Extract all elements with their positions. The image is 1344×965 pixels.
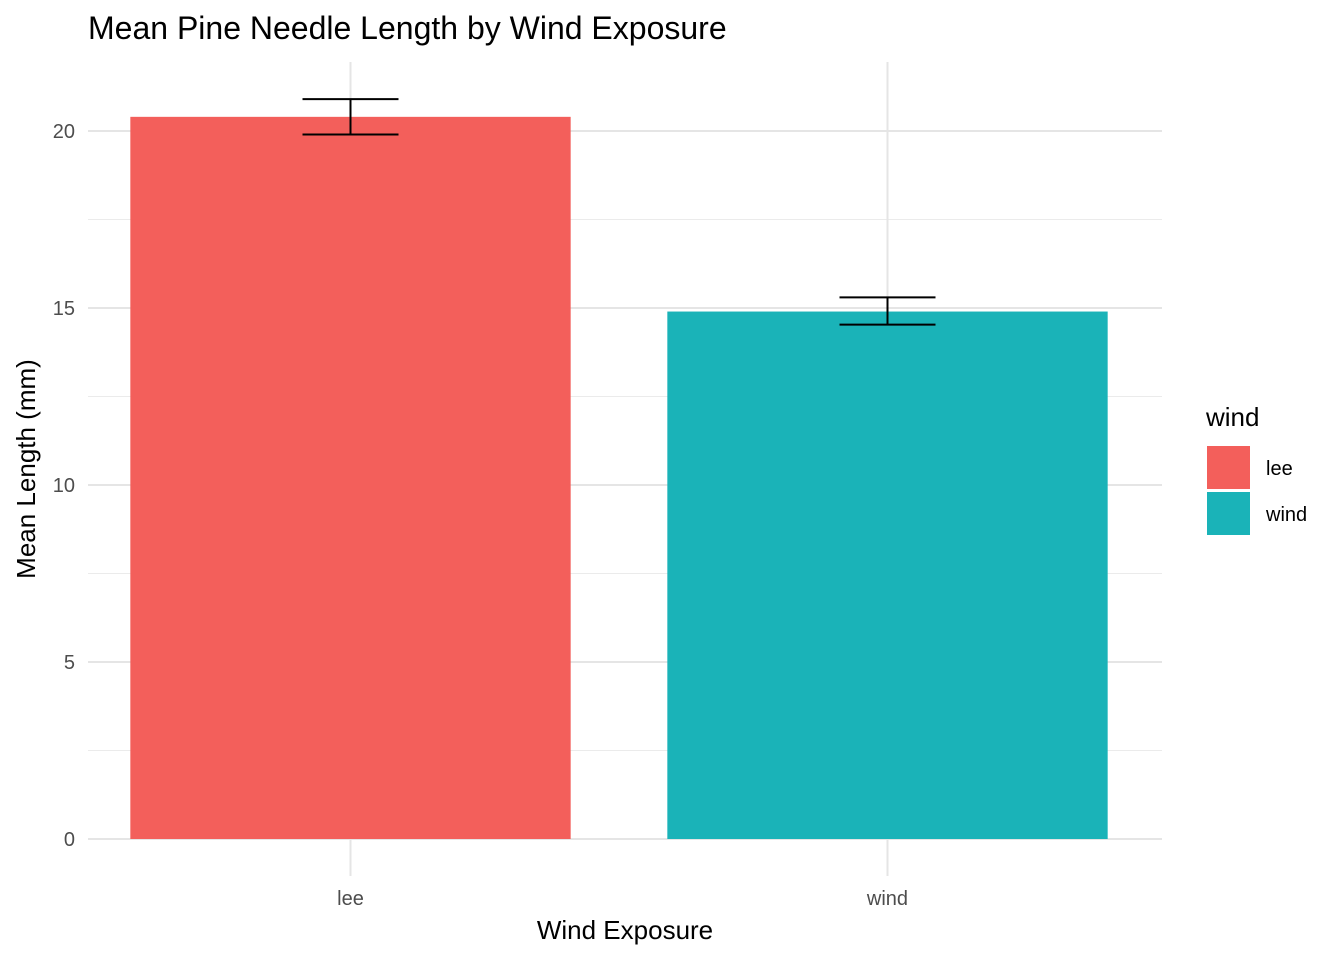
y-tick-label: 20 (53, 121, 75, 143)
y-tick-label: 10 (53, 475, 75, 497)
legend-items: lee wind (1207, 446, 1307, 535)
bar-wind (667, 311, 1108, 839)
y-tick-label: 15 (53, 298, 75, 320)
legend: wind lee wind (1205, 402, 1307, 535)
y-tick-label: 0 (64, 829, 75, 851)
legend-label: lee (1266, 458, 1293, 480)
x-axis-title: Wind Exposure (537, 915, 713, 945)
legend-label: wind (1265, 504, 1307, 526)
bars (130, 116, 1108, 840)
x-tick-label: wind (866, 888, 908, 910)
y-tick-label: 5 (64, 652, 75, 674)
error-bars (302, 98, 936, 326)
bar-lee (130, 116, 571, 840)
chart-title: Mean Pine Needle Length by Wind Exposure (88, 10, 727, 46)
x-tick-label: lee (337, 888, 364, 910)
legend-swatch-lee (1207, 446, 1250, 489)
y-axis-title: Mean Length (mm) (11, 359, 41, 579)
tick-labels: 0 5 10 15 20 lee wind (53, 121, 908, 910)
legend-title: wind (1205, 402, 1259, 432)
legend-swatch-wind (1207, 492, 1250, 535)
